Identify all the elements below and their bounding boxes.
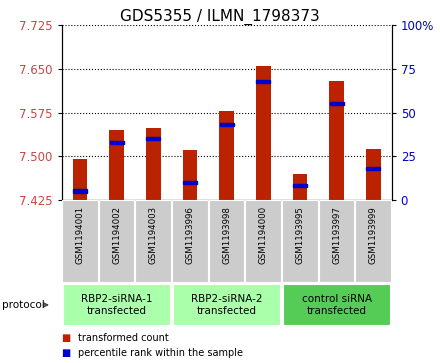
Bar xyxy=(257,79,270,83)
Text: control siRNA
transfected: control siRNA transfected xyxy=(301,294,372,316)
Text: GSM1194002: GSM1194002 xyxy=(112,206,121,265)
Text: GSM1194003: GSM1194003 xyxy=(149,206,158,265)
Bar xyxy=(330,102,344,105)
Bar xyxy=(366,149,381,200)
Text: GSM1193997: GSM1193997 xyxy=(332,206,341,264)
Bar xyxy=(293,174,307,200)
Bar xyxy=(256,66,271,200)
Bar xyxy=(367,167,380,170)
Text: GSM1193999: GSM1193999 xyxy=(369,206,378,264)
Bar xyxy=(293,184,307,187)
Text: GSM1193996: GSM1193996 xyxy=(185,206,194,264)
Bar xyxy=(219,111,234,200)
Text: GSM1194001: GSM1194001 xyxy=(75,206,84,265)
Bar xyxy=(109,130,124,200)
Text: GSM1193995: GSM1193995 xyxy=(295,206,304,264)
Text: GSM1194000: GSM1194000 xyxy=(259,206,268,265)
Bar xyxy=(73,159,87,200)
Bar xyxy=(146,128,161,200)
Text: GSM1193998: GSM1193998 xyxy=(222,206,231,264)
Text: transformed count: transformed count xyxy=(78,334,169,343)
Bar xyxy=(110,140,124,144)
Text: RBP2-siRNA-2
transfected: RBP2-siRNA-2 transfected xyxy=(191,294,262,316)
Text: ■: ■ xyxy=(62,334,71,343)
Text: protocol: protocol xyxy=(2,300,45,310)
Bar xyxy=(220,123,234,126)
Text: GDS5355 / ILMN_1798373: GDS5355 / ILMN_1798373 xyxy=(120,9,320,25)
Bar xyxy=(147,137,160,140)
Text: RBP2-siRNA-1
transfected: RBP2-siRNA-1 transfected xyxy=(81,294,152,316)
Text: percentile rank within the sample: percentile rank within the sample xyxy=(78,348,243,358)
Bar xyxy=(73,189,87,192)
Text: ■: ■ xyxy=(62,348,71,358)
Bar xyxy=(329,81,344,200)
Bar xyxy=(183,181,197,184)
Bar xyxy=(183,150,197,200)
